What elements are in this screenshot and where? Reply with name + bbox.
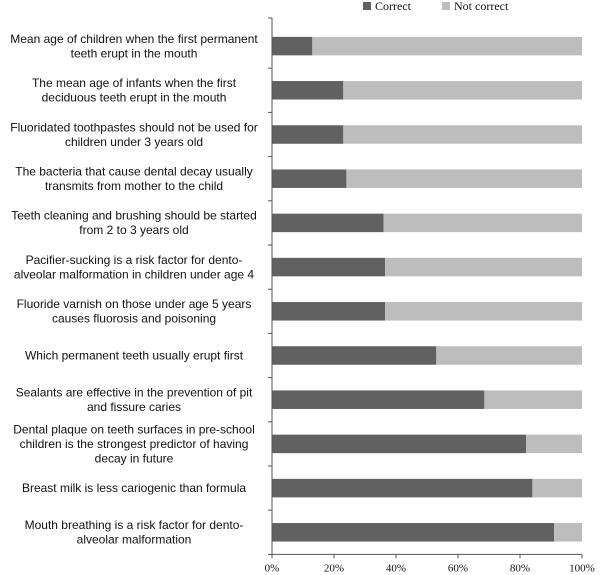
bar-correct-10 [272, 478, 533, 498]
bar-correct-0 [272, 36, 313, 56]
category-label-line: Which permanent teeth usually erupt firs… [25, 349, 244, 363]
bars-group [272, 36, 582, 542]
bar-not-correct-6 [385, 302, 582, 321]
category-label-line: and fissure caries [87, 400, 181, 414]
category-label-line: Pacifier-sucking is a risk factor for de… [26, 253, 243, 267]
category-label-line: causes fluorosis and poisoning [52, 312, 216, 326]
category-label-line: Sealants are effective in the prevention… [16, 385, 253, 399]
bar-correct-4 [272, 213, 384, 233]
category-label-line: transmits from mother to the child [45, 179, 223, 193]
category-label-0: Mean age of children when the first perm… [10, 32, 258, 61]
category-labels: Mean age of children when the first perm… [10, 32, 258, 547]
bar-not-correct-11 [554, 523, 582, 542]
category-label-line: The bacteria that cause dental decay usu… [15, 164, 252, 178]
category-label-line: decay in future [95, 451, 174, 465]
bar-not-correct-10 [532, 478, 582, 498]
bar-not-correct-3 [346, 169, 582, 188]
bar-not-correct-2 [343, 125, 582, 144]
bar-correct-2 [272, 125, 344, 144]
category-label-line: alveolar malformation [77, 533, 192, 547]
bar-not-correct-8 [484, 390, 582, 409]
legend-label-0: Correct [375, 0, 412, 13]
bar-not-correct-0 [312, 36, 582, 56]
category-label-line: children is the strongest predictor of h… [20, 437, 249, 451]
category-label-11: Mouth breathing is a risk factor for den… [25, 518, 244, 547]
category-label-8: Sealants are effective in the prevention… [16, 385, 253, 414]
category-label-10: Breast milk is less cariogenic than form… [22, 481, 246, 495]
category-label-9: Dental plaque on teeth surfaces in pre-s… [13, 422, 254, 465]
category-label-line: Fluoride varnish on those under age 5 ye… [17, 297, 252, 311]
category-label-7: Which permanent teeth usually erupt firs… [25, 349, 244, 363]
legend-swatch-0 [363, 2, 371, 10]
category-label-4: Teeth cleaning and brushing should be st… [11, 209, 257, 238]
category-label-line: teeth erupt in the mouth [71, 46, 198, 60]
bar-correct-6 [272, 302, 386, 321]
x-tick-label: 40% [386, 562, 406, 574]
category-label-line: Mouth breathing is a risk factor for den… [25, 518, 244, 532]
category-label-5: Pacifier-sucking is a risk factor for de… [14, 253, 254, 282]
bar-correct-11 [272, 523, 555, 542]
category-label-line: from 2 to 3 years old [79, 223, 188, 237]
category-label-2: Fluoridated toothpastes should not be us… [10, 120, 258, 149]
category-label-line: Mean age of children when the first perm… [10, 32, 258, 46]
bar-not-correct-7 [436, 346, 582, 365]
x-tick-label: 20% [324, 562, 344, 574]
bar-correct-9 [272, 434, 527, 454]
category-label-line: deciduous teeth erupt in the mouth [42, 91, 227, 105]
x-tick-label: 80% [510, 562, 530, 574]
category-label-line: Breast milk is less cariogenic than form… [22, 481, 246, 495]
legend-swatch-1 [442, 2, 450, 10]
category-label-line: Teeth cleaning and brushing should be st… [11, 209, 257, 223]
x-tick-label: 100% [569, 562, 595, 574]
x-tick-label: 60% [448, 562, 468, 574]
bar-correct-3 [272, 169, 347, 188]
bar-not-correct-9 [526, 434, 582, 454]
category-label-1: The mean age of infants when the first de… [32, 76, 237, 105]
bar-correct-5 [272, 257, 386, 277]
category-label-line: alveolar malformation in children under … [14, 267, 254, 281]
category-label-line: Dental plaque on teeth surfaces in pre-s… [13, 422, 254, 436]
legend: Correct Not correct [363, 0, 509, 13]
category-label-6: Fluoride varnish on those under age 5 ye… [17, 297, 252, 326]
x-axis: 0% 20% 40% 60% 80% 100% [265, 17, 595, 574]
category-label-3: The bacteria that cause dental decay usu… [15, 164, 252, 193]
category-label-line: children under 3 years old [65, 135, 203, 149]
category-label-line: Fluoridated toothpastes should not be us… [10, 120, 258, 134]
x-tick-label: 0% [265, 562, 280, 574]
category-label-line: The mean age of infants when the first [32, 76, 237, 90]
bar-correct-1 [272, 81, 344, 100]
legend-label-1: Not correct [454, 0, 509, 13]
bar-not-correct-5 [385, 257, 582, 277]
bar-correct-8 [272, 390, 485, 409]
bar-not-correct-1 [343, 81, 582, 100]
bar-not-correct-4 [383, 213, 582, 233]
bar-correct-7 [272, 346, 437, 365]
